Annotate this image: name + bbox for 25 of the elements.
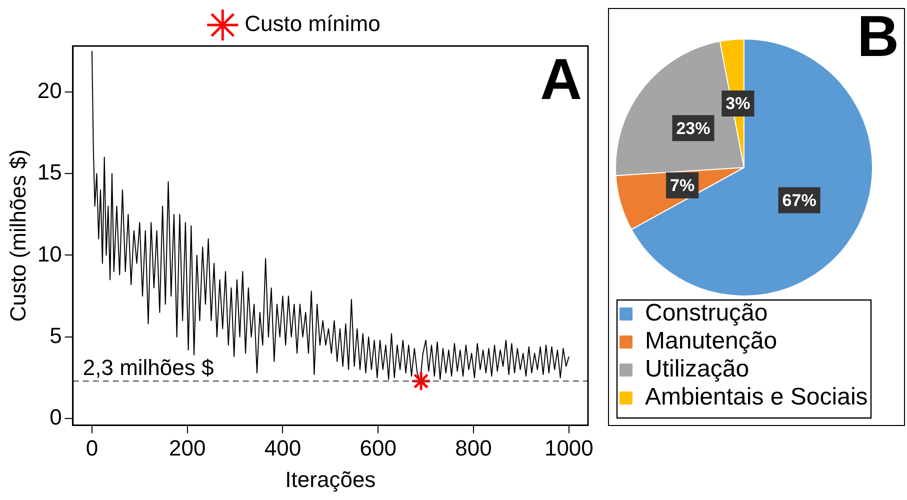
data-label: 23% [676,118,710,138]
legend-label: Custo mínimo [244,11,380,36]
y-tick-label: 20 [37,78,62,103]
chart-title: B [857,4,899,69]
y-tick-label: 5 [50,323,62,348]
x-tick-label: 400 [264,435,302,460]
ref-line-label: 2,3 milhões $ [82,355,214,380]
y-tick-label: 0 [50,404,62,430]
legend-label: Manutenção [645,328,778,355]
x-tick-label: 800 [455,435,492,460]
x-tick-label: 200 [168,435,206,460]
legend-label: Utilização [645,356,750,383]
x-tick-label: 0 [86,435,98,460]
chart-title: A [540,47,582,112]
y-axis-title: Custo (milhões $) [5,149,30,322]
data-label: 7% [670,176,695,196]
y-tick-label: 15 [37,160,62,185]
data-label: 67% [782,190,816,210]
legend-label: Construção [645,300,768,327]
data-label: 3% [726,94,750,114]
legend-label: Ambientais e Sociais [645,384,868,411]
x-axis-title: Iterações [285,466,376,492]
x-tick-label: 600 [360,435,396,460]
y-tick-label: 10 [37,241,62,266]
x-tick-label: 1000 [544,435,594,460]
